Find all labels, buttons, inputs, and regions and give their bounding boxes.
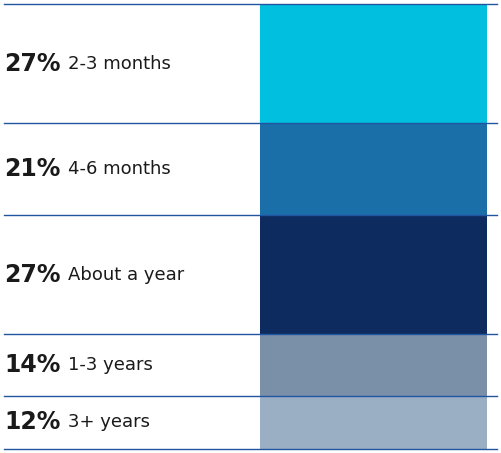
FancyBboxPatch shape — [261, 4, 487, 123]
Text: 27%: 27% — [4, 52, 61, 76]
Text: 2-3 months: 2-3 months — [68, 55, 171, 72]
Text: 27%: 27% — [4, 263, 61, 287]
Text: 21%: 21% — [4, 157, 61, 181]
FancyBboxPatch shape — [261, 123, 487, 216]
FancyBboxPatch shape — [261, 216, 487, 334]
FancyBboxPatch shape — [261, 334, 487, 396]
Text: 12%: 12% — [4, 410, 61, 434]
Text: 14%: 14% — [4, 353, 61, 377]
Text: 1-3 years: 1-3 years — [68, 356, 153, 374]
Text: 4-6 months: 4-6 months — [68, 160, 171, 178]
Text: About a year: About a year — [68, 266, 184, 284]
FancyBboxPatch shape — [261, 396, 487, 449]
Text: 3+ years: 3+ years — [68, 414, 150, 431]
